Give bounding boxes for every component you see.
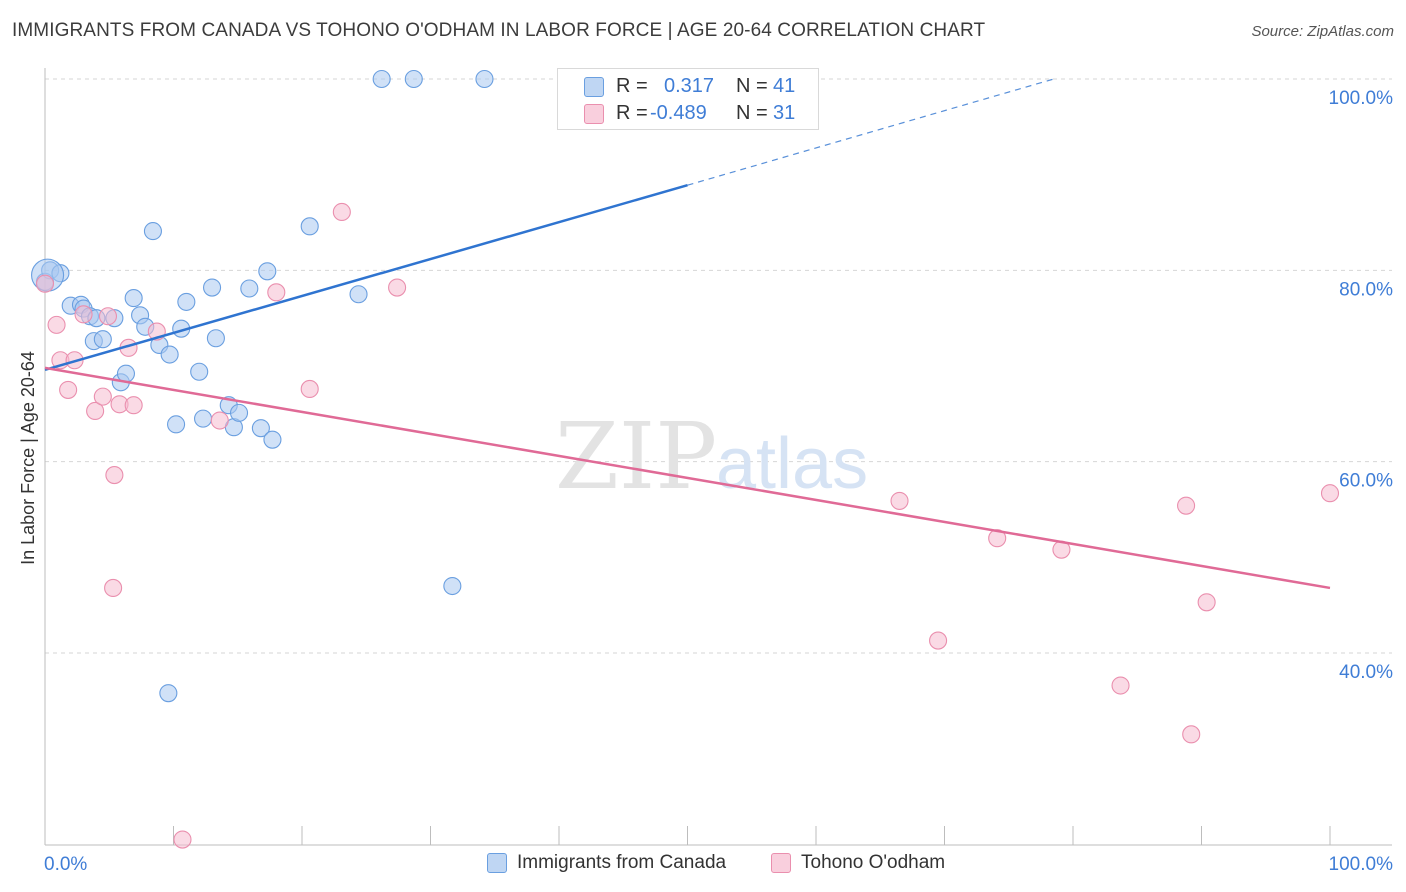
stats-r-value: -0.489 xyxy=(650,102,707,124)
tohono-point xyxy=(1197,593,1216,612)
canada-point xyxy=(443,576,462,596)
chart-source: Source: ZipAtlas.com xyxy=(1251,23,1394,40)
canada-point xyxy=(372,69,391,89)
canada-point xyxy=(229,403,249,422)
tohono-point xyxy=(210,411,229,430)
canada-trend-extension xyxy=(687,78,1054,186)
axis-layer xyxy=(44,68,1392,846)
canada-point xyxy=(240,279,259,298)
grid-layer xyxy=(45,78,1392,654)
canada-point xyxy=(206,329,225,348)
tohono-point xyxy=(105,466,124,485)
tohono-point xyxy=(93,387,112,406)
canada-point xyxy=(263,430,282,449)
canada-point xyxy=(190,362,209,381)
canada-point xyxy=(258,262,277,281)
x-tick-label: 100.0% xyxy=(1329,854,1394,875)
stats-n-label: N = xyxy=(736,75,768,97)
legend-item-canada[interactable]: Immigrants from Canada xyxy=(487,852,726,874)
tohono-point xyxy=(332,202,351,222)
tohono-point xyxy=(388,278,407,297)
canada-point xyxy=(160,345,179,364)
series-legend: Immigrants from Canada Tohono O'odham xyxy=(0,850,1406,878)
canada-point xyxy=(251,419,270,438)
tohono-point xyxy=(104,578,123,597)
y-axis-title: In Labor Force | Age 20-64 xyxy=(18,351,38,565)
canada-point xyxy=(194,409,213,428)
tohono-point xyxy=(35,274,55,293)
tohono-point xyxy=(47,315,66,334)
points-layer xyxy=(31,69,1340,849)
tohono-point xyxy=(1111,676,1130,695)
y-tick-label: 40.0% xyxy=(1339,662,1393,683)
label-layer: 100.0% 80.0% 60.0% 40.0% 0.0% 100.0% In Labor … xyxy=(18,88,1393,875)
canada-point xyxy=(475,69,494,89)
canada-point xyxy=(124,289,143,308)
tohono-point xyxy=(1182,725,1201,744)
legend-swatch-pink xyxy=(771,853,791,873)
tohono-point xyxy=(74,305,93,324)
x-tick-label: 0.0% xyxy=(44,854,87,875)
stats-swatch-pink xyxy=(584,104,604,124)
tohono-point xyxy=(890,491,909,510)
stats-r-value: 0.317 xyxy=(664,75,715,97)
tohono-point xyxy=(1320,484,1340,503)
canada-point xyxy=(159,684,178,703)
tohono-point xyxy=(173,830,192,849)
canada-point xyxy=(93,330,112,349)
canada-point xyxy=(167,415,186,434)
chart-title: IMMIGRANTS FROM CANADA VS TOHONO O'ODHAM… xyxy=(12,20,986,41)
stats-row-tohono: R = -0.489 N = 31 xyxy=(558,100,820,128)
y-tick-label: 100.0% xyxy=(1329,88,1394,109)
legend-swatch-blue xyxy=(487,853,507,873)
stats-n-value: 41 xyxy=(773,75,796,97)
legend-item-tohono[interactable]: Tohono O'odham xyxy=(771,852,945,874)
canada-point xyxy=(300,217,319,236)
stats-n-label: N = xyxy=(736,102,768,124)
trend-layer xyxy=(44,78,1331,590)
watermark: ZIP atlas xyxy=(555,403,868,510)
tohono-point xyxy=(267,283,286,302)
stats-swatch-blue xyxy=(584,77,604,97)
stats-r-label: R = xyxy=(616,75,648,97)
tohono-point xyxy=(86,401,105,421)
tohono-point xyxy=(98,307,118,326)
legend-label-tohono: Tohono O'odham xyxy=(801,852,946,873)
stats-row-canada: R = 0.317 N = 41 xyxy=(558,73,820,101)
canada-point xyxy=(203,278,222,297)
watermark-atlas: atlas xyxy=(716,424,868,504)
stats-legend: R = 0.317 N = 41 R = -0.489 N = 31 xyxy=(557,68,819,130)
canada-point xyxy=(177,292,196,311)
tohono-point xyxy=(929,631,948,650)
tohono-point xyxy=(300,379,319,399)
canada-trend-line xyxy=(44,183,688,372)
canada-point xyxy=(143,222,162,241)
watermark-zip: ZIP xyxy=(555,403,717,510)
stats-r-label: R = xyxy=(616,102,648,124)
tohono-point xyxy=(124,396,143,415)
y-tick-label: 80.0% xyxy=(1339,279,1393,300)
tohono-point xyxy=(1177,496,1196,515)
canada-point xyxy=(349,285,368,304)
tohono-trend-line xyxy=(44,366,1331,590)
tohono-point xyxy=(59,380,78,399)
stats-n-value: 31 xyxy=(773,102,796,124)
canada-point xyxy=(404,69,423,89)
legend-label-canada: Immigrants from Canada xyxy=(517,852,727,873)
y-tick-label: 60.0% xyxy=(1339,471,1393,492)
